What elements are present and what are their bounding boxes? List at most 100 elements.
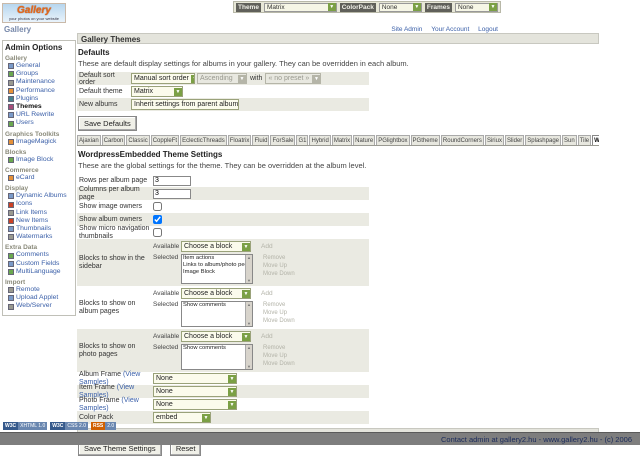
frames-select[interactable]: None ▼	[454, 2, 498, 12]
tab-pgtheme[interactable]: PGtheme	[410, 135, 440, 145]
tab-tile[interactable]: Tile	[577, 135, 592, 145]
sidebar-item-remote[interactable]: Remote	[5, 286, 73, 294]
sidebar-item-plugins[interactable]: Plugins	[5, 95, 73, 103]
tab-siriux[interactable]: Siriux	[484, 135, 504, 145]
cols-per-page-input[interactable]	[153, 188, 191, 199]
tab-wordpressembedded[interactable]: WordpressEmbedded	[592, 135, 599, 145]
theme-select[interactable]: Matrix ▼	[263, 2, 337, 12]
sidebar-item-users[interactable]: Users	[5, 119, 73, 127]
tab-g1[interactable]: G1	[296, 135, 309, 145]
list-item[interactable]: Links to album/photo peers	[183, 262, 245, 268]
tab-roundcorners[interactable]: RoundCorners	[440, 135, 484, 145]
xhtml-badge[interactable]: W3C XHTML 1.0	[3, 422, 48, 430]
sidebar-item-icons[interactable]: Icons	[5, 200, 73, 208]
listbox-scrollbar[interactable]: ▲ ▼	[245, 255, 252, 283]
tab-coppleft[interactable]: CoppleFt	[150, 135, 180, 145]
item-frame-view-samples-link[interactable]: (View Samples)	[79, 384, 135, 399]
photo-selected-listbox[interactable]: Show comments ▲ ▼	[181, 344, 253, 370]
sidebar-item-upload-applet[interactable]: Upload Applet	[5, 294, 73, 302]
color-pack-select[interactable]: embed ▼	[153, 412, 211, 423]
tab-fluid[interactable]: Fluid	[252, 135, 270, 145]
sidebar-item-maintenance[interactable]: Maintenance	[5, 78, 73, 86]
sidebar-item-url-rewrite[interactable]: URL Rewrite	[5, 111, 73, 119]
sidebar-move-down-button: Move Down	[263, 271, 295, 277]
image-block-icon	[8, 156, 14, 163]
tab-ajaxian[interactable]: Ajaxian	[77, 135, 101, 145]
site-admin-link[interactable]: Site Admin	[391, 26, 423, 33]
sidebar-available-select[interactable]: Choose a block ▼	[181, 241, 251, 252]
show-album-owners-checkbox[interactable]	[153, 215, 162, 224]
sidebar-item-ecard[interactable]: eCard	[5, 174, 73, 182]
tab-carbon[interactable]: Carbon	[101, 135, 126, 145]
tab-floatrix[interactable]: Floatrix	[227, 135, 252, 145]
tab-eclecticthreads[interactable]: EclecticThreads	[180, 135, 227, 145]
sidebar-selected-listbox[interactable]: Item actions Links to album/photo peers …	[181, 254, 253, 284]
gallery-logo[interactable]: Gallery your photos on your website	[2, 3, 66, 23]
tab-nature[interactable]: Nature	[353, 135, 376, 145]
item-frame-row: Item Frame (View Samples) None ▼	[77, 384, 369, 399]
groups-icon	[8, 71, 14, 78]
sidebar-item-new-items[interactable]: New Items	[5, 217, 73, 225]
album-selected-listbox[interactable]: Show comments ▲ ▼	[181, 301, 253, 327]
tab-forsale[interactable]: ForSale	[270, 135, 296, 145]
rows-per-page-input[interactable]	[153, 175, 191, 186]
album-frame-select[interactable]: None ▼	[153, 373, 237, 384]
photo-frame-select[interactable]: None ▼	[153, 399, 237, 410]
sidebar-item-web-server[interactable]: Web/Server	[5, 302, 73, 310]
footer-contact-link[interactable]: admin at gallery2.hu	[468, 435, 537, 444]
default-theme-select[interactable]: Matrix ▼	[131, 86, 183, 97]
sidebar-item-thumbnails[interactable]: Thumbnails	[5, 225, 73, 233]
album-frame-view-samples-link[interactable]: (View Samples)	[79, 371, 141, 386]
sidebar-item-custom-fields[interactable]: Custom Fields	[5, 260, 73, 268]
with-label: with	[250, 75, 263, 82]
sidebar-item-watermarks[interactable]: Watermarks	[5, 233, 73, 241]
listbox-scrollbar[interactable]: ▲ ▼	[245, 302, 252, 326]
new-albums-select[interactable]: Inherit settings from parent album ▼	[131, 99, 239, 110]
sidebar-item-themes[interactable]: Themes	[5, 103, 73, 111]
group-commerce: Commerce	[5, 167, 39, 175]
sidebar-item-groups[interactable]: Groups	[5, 70, 73, 78]
sidebar-move-up-button: Move Up	[263, 263, 288, 269]
list-item[interactable]: Show comments	[183, 302, 226, 308]
logout-link[interactable]: Logout	[478, 26, 498, 33]
sidebar-item-performance[interactable]: Performance	[5, 87, 73, 95]
list-item[interactable]: Image Block	[183, 269, 215, 275]
list-item[interactable]: Show comments	[183, 345, 226, 351]
sidebar-item-multilanguage[interactable]: MultiLanguage	[5, 268, 73, 276]
tab-slider[interactable]: Slider	[504, 135, 525, 145]
your-account-link[interactable]: Your Account	[431, 26, 470, 33]
sidebar-item-dynamic-albums[interactable]: Dynamic Albums	[5, 192, 73, 200]
chevron-down-icon: ▼	[202, 413, 210, 422]
save-defaults-button[interactable]: Save Defaults	[78, 116, 137, 131]
sidebar-item-link-items[interactable]: Link Items	[5, 209, 73, 217]
show-micro-nav-checkbox[interactable]	[153, 228, 162, 237]
sidebar-item-comments[interactable]: Comments	[5, 251, 73, 259]
sidebar-item-imagemagick[interactable]: ImageMagick	[5, 138, 73, 146]
photo-frame-view-samples-link[interactable]: (View Samples)	[79, 397, 139, 412]
show-image-owners-checkbox[interactable]	[153, 202, 162, 211]
tab-pglightbox[interactable]: PGlightbox	[376, 135, 410, 145]
listbox-scrollbar[interactable]: ▲ ▼	[245, 345, 252, 369]
tab-matrix[interactable]: Matrix	[331, 135, 353, 145]
blocks-album-row: Blocks to show on album pages Available …	[79, 288, 295, 327]
colorpack-select[interactable]: None ▼	[378, 2, 422, 12]
sort-order-select[interactable]: Manual sort order ▼	[131, 73, 195, 84]
list-item[interactable]: Item actions	[183, 255, 215, 261]
item-frame-select[interactable]: None ▼	[153, 386, 237, 397]
css-badge[interactable]: W3C CSS 2.0	[50, 422, 88, 430]
footer-site-link[interactable]: www.gallery2.hu	[543, 435, 598, 444]
sidebar-item-general[interactable]: General	[5, 62, 73, 70]
photo-available-select[interactable]: Choose a block ▼	[181, 331, 251, 342]
tab-hybrid[interactable]: Hybrid	[309, 135, 331, 145]
rss-badge[interactable]: RSS 2.0	[90, 422, 117, 430]
breadcrumb[interactable]: Gallery	[4, 25, 32, 34]
tab-sun[interactable]: Sun	[562, 135, 577, 145]
album-frame-row: Album Frame (View Samples) None ▼	[77, 371, 369, 386]
sidebar-item-image-block[interactable]: Image Block	[5, 156, 73, 164]
scroll-up-icon: ▲	[247, 345, 251, 350]
tab-splashpage[interactable]: Splashpage	[525, 135, 561, 145]
tab-classic[interactable]: Classic	[126, 135, 150, 145]
scroll-down-icon: ▼	[247, 278, 251, 283]
album-available-select[interactable]: Choose a block ▼	[181, 288, 251, 299]
chevron-down-icon: ▼	[174, 87, 182, 96]
